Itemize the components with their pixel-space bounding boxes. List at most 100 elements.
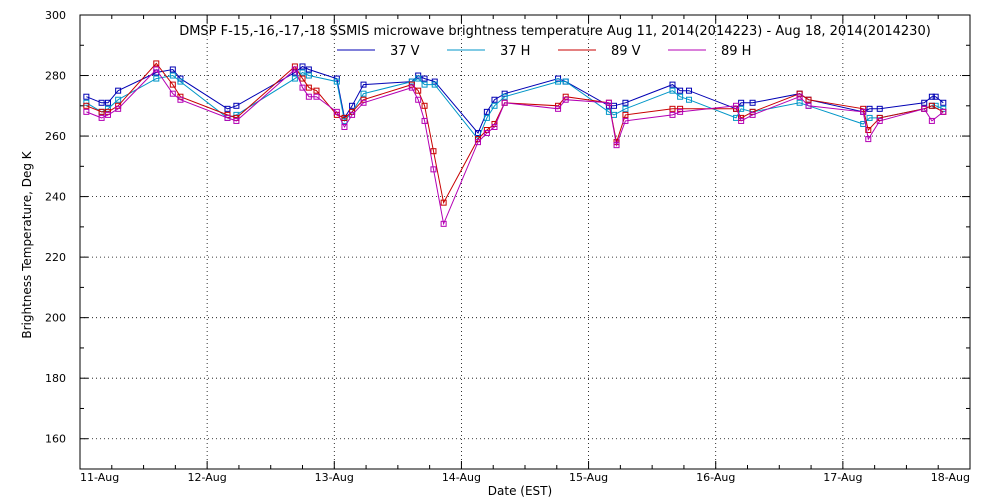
data-point xyxy=(669,105,676,112)
data-point xyxy=(169,81,176,88)
data-point xyxy=(440,199,447,206)
x-tick-label: 17-Aug xyxy=(823,471,862,484)
data-point xyxy=(98,108,105,115)
data-point xyxy=(305,72,312,79)
data-point xyxy=(299,84,306,91)
data-point xyxy=(177,96,184,103)
series-layer xyxy=(83,60,947,227)
data-point xyxy=(677,93,684,100)
data-point xyxy=(483,130,490,137)
legend-entry: 89 H xyxy=(721,44,751,59)
data-point xyxy=(677,87,684,94)
data-point xyxy=(932,93,939,100)
y-tick-label: 160 xyxy=(45,433,66,446)
y-tick-label: 280 xyxy=(45,70,66,83)
data-point xyxy=(333,75,340,82)
data-point xyxy=(805,102,812,109)
data-point xyxy=(622,99,629,106)
data-point xyxy=(177,78,184,85)
data-point xyxy=(622,111,629,118)
data-point xyxy=(104,111,111,118)
data-point xyxy=(677,105,684,112)
data-point xyxy=(360,81,367,88)
data-point xyxy=(866,105,873,112)
grid-lines xyxy=(80,15,970,469)
data-point xyxy=(738,99,745,106)
data-point xyxy=(233,117,240,124)
legend: 37 V 37 H 89 V 89 H xyxy=(337,44,751,59)
data-point xyxy=(98,99,105,106)
data-point xyxy=(415,96,422,103)
data-point xyxy=(169,90,176,97)
data-point xyxy=(866,114,873,121)
data-point xyxy=(169,66,176,73)
data-point xyxy=(749,108,756,115)
data-point xyxy=(299,69,306,76)
data-point xyxy=(555,78,562,85)
data-point xyxy=(349,102,356,109)
data-point xyxy=(921,105,928,112)
data-point xyxy=(360,90,367,97)
data-point xyxy=(153,75,160,82)
data-point xyxy=(605,108,612,115)
data-point xyxy=(431,78,438,85)
data-point xyxy=(115,105,122,112)
x-tick-label: 11-Aug xyxy=(80,471,119,484)
x-tick-label: 16-Aug xyxy=(696,471,735,484)
data-point xyxy=(749,99,756,106)
data-point xyxy=(430,148,437,155)
data-point xyxy=(153,66,160,73)
data-point xyxy=(313,93,320,100)
data-point xyxy=(224,105,231,112)
data-point xyxy=(622,117,629,124)
data-point xyxy=(299,75,306,82)
data-point xyxy=(360,99,367,106)
legend-entry: 89 V xyxy=(611,44,641,59)
data-point xyxy=(483,108,490,115)
data-point xyxy=(796,99,803,106)
data-point xyxy=(491,123,498,130)
data-point xyxy=(421,81,428,88)
data-point xyxy=(501,99,508,106)
data-point xyxy=(224,114,231,121)
data-point xyxy=(415,75,422,82)
data-point xyxy=(749,111,756,118)
data-point xyxy=(349,111,356,118)
data-point xyxy=(115,87,122,94)
data-point xyxy=(928,117,935,124)
data-point xyxy=(104,105,111,112)
y-tick-label: 200 xyxy=(45,312,66,325)
data-point xyxy=(153,60,160,67)
data-point xyxy=(865,136,872,143)
data-point xyxy=(669,111,676,118)
data-point xyxy=(738,117,745,124)
data-point xyxy=(115,96,122,103)
data-point xyxy=(431,81,438,88)
data-point xyxy=(733,102,740,109)
data-point xyxy=(421,75,428,82)
data-point xyxy=(291,66,298,73)
y-tick-label: 220 xyxy=(45,251,66,264)
data-point xyxy=(83,99,90,106)
data-point xyxy=(313,87,320,94)
data-point xyxy=(233,102,240,109)
data-point xyxy=(876,117,883,124)
data-point xyxy=(305,93,312,100)
data-point xyxy=(555,105,562,112)
data-point xyxy=(928,93,935,100)
x-tick-label: 18-Aug xyxy=(931,471,970,484)
data-point xyxy=(562,78,569,85)
data-point xyxy=(415,72,422,79)
data-point xyxy=(305,66,312,73)
data-point xyxy=(613,142,620,149)
data-point xyxy=(83,108,90,115)
data-point xyxy=(928,102,935,109)
data-point xyxy=(360,96,367,103)
y-axis-label: Brightness Temperature, Deg K xyxy=(20,150,34,338)
data-point xyxy=(408,84,415,91)
data-point xyxy=(686,96,693,103)
data-point xyxy=(333,108,340,115)
data-point xyxy=(474,139,481,146)
data-point xyxy=(341,123,348,130)
